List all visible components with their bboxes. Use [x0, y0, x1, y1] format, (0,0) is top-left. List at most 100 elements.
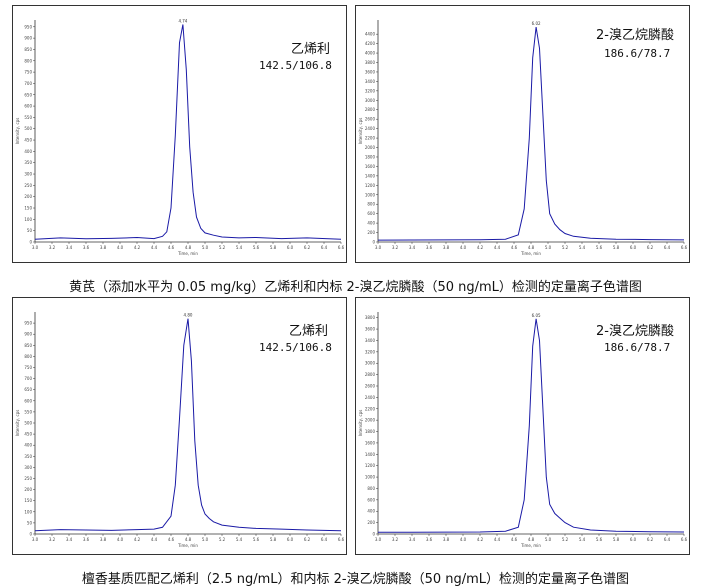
- x-tick-label: 5.4: [579, 245, 586, 250]
- chromatogram-trace: [34, 24, 342, 240]
- x-tick-label: 3.2: [49, 245, 56, 250]
- y-tick-label: 4200: [365, 41, 376, 46]
- x-tick-label: 3.4: [66, 245, 73, 250]
- x-tick-label: 3.2: [392, 537, 399, 542]
- compound-name: 乙烯利: [291, 42, 331, 57]
- x-tick-label: 4.2: [134, 245, 141, 250]
- x-tick-label: 6.4: [321, 245, 328, 250]
- y-tick-label: 800: [367, 202, 375, 207]
- x-tick-label: 6.4: [321, 537, 328, 542]
- x-tick-label: 3.6: [426, 245, 433, 250]
- chromatogram-trace: [34, 318, 342, 532]
- y-tick-label: 3400: [365, 79, 376, 84]
- x-tick-label: 5.0: [545, 537, 552, 542]
- x-tick-label: 6.4: [664, 245, 671, 250]
- chromatogram-plot: 3.0 3.2 3.4 3.6 3.8 4.0 4.2 4.4 4.6 4.8 5.0 5.2 5.4 5…: [358, 20, 688, 256]
- x-tick-label: 5.6: [596, 537, 603, 542]
- y-tick-label: 2000: [365, 145, 376, 150]
- x-tick-label: 5.4: [236, 245, 243, 250]
- x-tick-label: 3.2: [392, 245, 399, 250]
- y-tick-label: 450: [24, 432, 32, 437]
- chromatogram-plot: 3.0 3.2 3.4 3.6 3.8 4.0 4.2 4.4 4.6 4.8 5.0 5.2 5.4 5…: [15, 312, 345, 548]
- y-tick-label: 850: [24, 343, 32, 348]
- y-tick-label: 3200: [365, 88, 376, 93]
- figure-caption-top: 黄芪（添加水平为 0.05 mg/kg）乙烯利和内标 2-溴乙烷膦酸（50 ng…: [69, 280, 642, 295]
- x-tick-label: 3.4: [409, 245, 416, 250]
- y-tick-label: 900: [24, 332, 32, 337]
- x-tick-label: 5.6: [253, 537, 260, 542]
- y-tick-label: 600: [24, 104, 32, 109]
- y-tick-label: 350: [24, 160, 32, 165]
- y-tick-label: 2800: [365, 107, 376, 112]
- x-tick-label: 6.2: [304, 537, 311, 542]
- x-tick-label: 4.8: [185, 537, 192, 542]
- y-tick-label: 200: [24, 487, 32, 492]
- peak-retention-label: 6.02: [532, 21, 541, 26]
- y-tick-label: 550: [24, 409, 32, 414]
- ion-transition: 142.5/106.8: [259, 341, 332, 354]
- x-tick-label: 5.4: [579, 537, 586, 542]
- chromatogram-trace: [377, 318, 685, 533]
- compound-name: 2-溴乙烷膦酸: [596, 28, 674, 43]
- x-tick-label: 4.0: [117, 537, 124, 542]
- y-tick-label: 3600: [365, 327, 376, 332]
- x-axis-title: Time, min: [520, 543, 541, 548]
- chromatogram-panel-internal-standard-astragalus: 3.0 3.2 3.4 3.6 3.8 4.0 4.2 4.4 4.6 4.8 5.0 5.2 5.4 5…: [355, 5, 690, 263]
- y-tick-label: 550: [24, 115, 32, 120]
- y-tick-label: 600: [24, 398, 32, 403]
- x-tick-label: 4.6: [168, 245, 175, 250]
- y-tick-label: 200: [367, 230, 375, 235]
- y-tick-label: 4000: [365, 51, 376, 56]
- y-tick-label: 500: [24, 126, 32, 131]
- y-tick-label: 300: [24, 465, 32, 470]
- chromatogram-plot: 3.0 3.2 3.4 3.6 3.8 4.0 4.2 4.4 4.6 4.8 5.0 5.2 5.4 5…: [15, 19, 345, 256]
- y-tick-label: 350: [24, 454, 32, 459]
- y-tick-label: 300: [24, 172, 32, 177]
- x-tick-label: 3.8: [100, 537, 107, 542]
- x-tick-label: 4.8: [185, 245, 192, 250]
- y-tick-label: 1000: [365, 192, 376, 197]
- chromatogram-panel-internal-standard-sandalwood: 3.0 3.2 3.4 3.6 3.8 4.0 4.2 4.4 4.6 4.8 5.0 5.2 5.4 5…: [355, 297, 690, 555]
- x-tick-label: 3.4: [409, 537, 416, 542]
- compound-name: 乙烯利: [289, 324, 329, 339]
- y-tick-label: 3000: [365, 98, 376, 103]
- x-tick-label: 6.0: [287, 537, 294, 542]
- y-tick-label: 2200: [365, 406, 376, 411]
- y-tick-label: 650: [24, 92, 32, 97]
- x-tick-label: 6.0: [630, 537, 637, 542]
- y-tick-label: 600: [367, 497, 375, 502]
- y-tick-label: 1600: [365, 440, 376, 445]
- x-tick-label: 3.0: [375, 245, 382, 250]
- chromatogram-panel-ethephon-sandalwood: 3.0 3.2 3.4 3.6 3.8 4.0 4.2 4.4 4.6 4.8 5.0 5.2 5.4 5…: [12, 297, 347, 555]
- x-tick-label: 5.6: [596, 245, 603, 250]
- y-tick-label: 1800: [365, 154, 376, 159]
- y-tick-label: 2400: [365, 126, 376, 131]
- y-tick-label: 2600: [365, 384, 376, 389]
- y-tick-label: 0: [29, 240, 32, 245]
- x-tick-label: 6.6: [681, 537, 688, 542]
- x-tick-label: 6.2: [647, 537, 654, 542]
- y-tick-label: 800: [24, 58, 32, 63]
- y-tick-label: 1200: [365, 463, 376, 468]
- y-tick-label: 250: [24, 183, 32, 188]
- y-axis-title: Intensity, cps: [15, 118, 20, 145]
- y-tick-label: 150: [24, 498, 32, 503]
- y-tick-label: 3800: [365, 60, 376, 65]
- x-tick-label: 3.6: [83, 537, 90, 542]
- y-tick-label: 2200: [365, 136, 376, 141]
- x-tick-label: 5.0: [202, 245, 209, 250]
- x-tick-label: 4.2: [477, 537, 484, 542]
- x-tick-label: 4.0: [460, 245, 467, 250]
- y-tick-label: 400: [367, 221, 375, 226]
- x-tick-label: 5.4: [236, 537, 243, 542]
- y-tick-label: 2600: [365, 117, 376, 122]
- x-tick-label: 5.6: [253, 245, 260, 250]
- y-axis-title: Intensity, cps: [15, 410, 20, 437]
- y-tick-label: 700: [24, 81, 32, 86]
- chromatogram-panel-ethephon-astragalus: 3.0 3.2 3.4 3.6 3.8 4.0 4.2 4.4 4.6 4.8 5.0 5.2 5.4 5…: [12, 5, 347, 263]
- peak-retention-label: 4.74: [178, 19, 187, 24]
- x-tick-label: 5.8: [613, 245, 620, 250]
- x-tick-label: 6.6: [338, 537, 345, 542]
- ion-transition: 142.5/106.8: [259, 59, 332, 72]
- y-tick-label: 2000: [365, 418, 376, 423]
